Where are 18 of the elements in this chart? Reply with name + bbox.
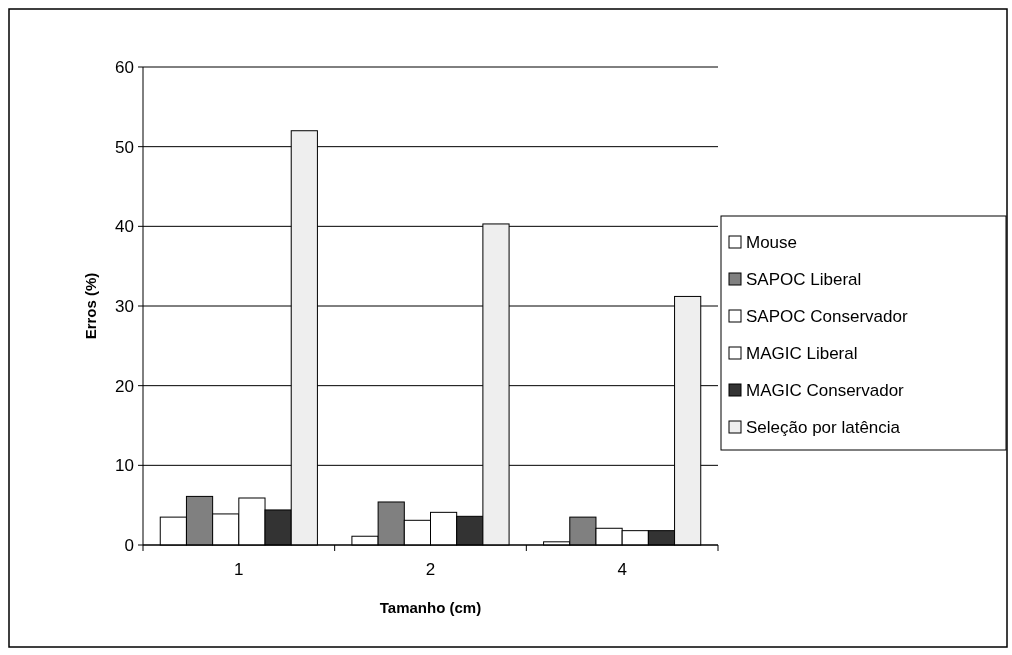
y-tick-label: 0 [124, 535, 134, 555]
legend-label: MAGIC Conservador [746, 380, 905, 400]
legend-label: Mouse [746, 232, 798, 252]
legend-label: SAPOC Liberal [746, 269, 862, 289]
y-tick-label: 30 [115, 296, 134, 316]
y-tick-label: 10 [115, 456, 134, 476]
legend-label: Seleção por latência [746, 417, 901, 437]
y-tick-label: 20 [115, 376, 134, 396]
x-tick-label: 1 [234, 560, 244, 579]
y-tick-label: 50 [115, 137, 134, 157]
y-tick-label: 60 [115, 57, 134, 77]
x-axis-title: Tamanho (cm) [379, 599, 482, 616]
y-axis-title: Erros (%) [82, 272, 99, 340]
x-tick-label: 4 [617, 560, 627, 579]
legend-label: SAPOC Conservador [746, 306, 908, 326]
y-tick-label: 40 [115, 217, 134, 237]
x-tick-label: 2 [425, 560, 436, 579]
legend-label: MAGIC Liberal [746, 343, 858, 363]
